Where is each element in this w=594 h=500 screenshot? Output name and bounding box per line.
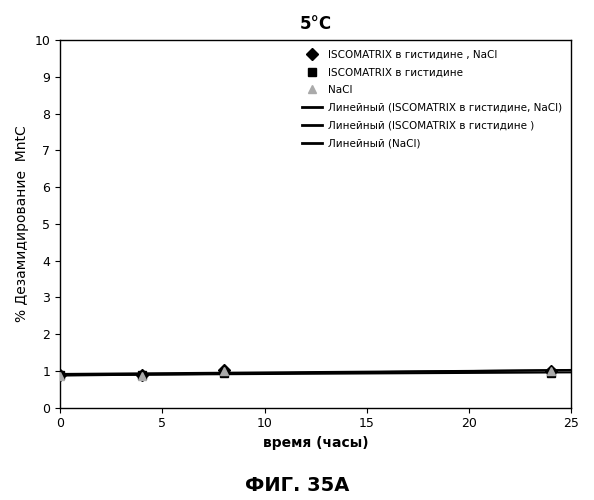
Legend: ISCOMATRIX в гистидине , NaCl, ISCOMATRIX в гистидине, NaCl, Линейный (ISCOMATRI: ISCOMATRIX в гистидине , NaCl, ISCOMATRI… (298, 46, 566, 152)
Y-axis label: % Дезамидирование  MntC: % Дезамидирование MntC (15, 126, 29, 322)
Text: ФИГ. 35A: ФИГ. 35A (245, 476, 349, 495)
Title: 5°C: 5°C (299, 15, 331, 33)
X-axis label: время (часы): время (часы) (263, 436, 368, 450)
